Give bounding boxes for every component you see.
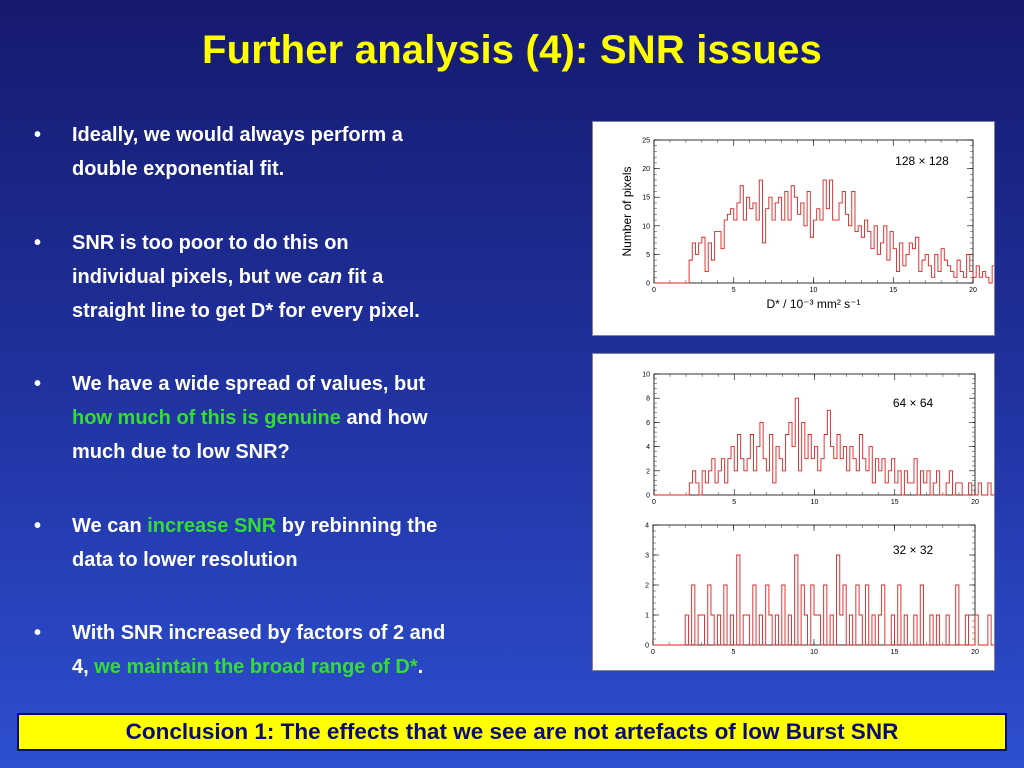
x-tick-label: 5 [732,287,736,294]
x-tick-label: 15 [891,649,899,656]
histogram-panel-lowres: 0 2 4 6 8 10 0 5 10 15 20 64 × 64 0 1 2 3 4 0 5 10 15 20 32 ×… [592,353,995,671]
bullet-text: We have a wide spread of values, but how … [72,367,562,469]
y-tick-label: 10 [642,223,650,230]
text-run: SNR is too poor to do this on [72,232,349,254]
highlight-text: how much of this is genuine [72,407,341,429]
bullet-dot-icon: • [34,622,42,644]
y-tick-label: 15 [642,195,650,202]
x-axis-label: D* / 10⁻³ mm² s⁻¹ [766,297,860,311]
x-tick-label: 10 [811,499,819,506]
histogram-128-chart: 0 5 10 15 20 25 0 5 10 15 20 128 × 128 D* / 10⁻³ mm²… [620,138,994,311]
text-run: fit a [342,266,384,288]
highlight-text: increase SNR [147,515,277,537]
y-axis-label: Number of pixels [620,166,634,256]
resolution-label: 64 × 64 [893,396,934,410]
bullet-line: data to lower resolution [72,543,562,577]
y-tick-label: 0 [646,281,650,288]
bullet-text: Ideally, we would always perform a double… [72,118,562,186]
slide-title: Further analysis (4): SNR issues [202,28,822,72]
histogram-panel-128: 0 5 10 15 20 25 0 5 10 15 20 128 × 128 D* / 10⁻³ mm²… [592,121,995,336]
y-tick-label: 5 [646,252,650,259]
x-tick-label: 5 [732,499,736,506]
text-run: data to lower resolution [72,549,298,571]
bullet-line: much due to low SNR? [72,435,562,469]
histogram-series [653,554,994,646]
bullet-text: With SNR increased by factors of 2 and 4,… [72,616,562,684]
bullet-line: how much of this is genuine and how [72,401,562,435]
bullet-text: We can increase SNR by rebinning the data… [72,509,562,577]
histogram-series [654,179,994,284]
bullet-line: individual pixels, but we can fit a [72,260,562,294]
text-run: We have a wide spread of values, but [72,373,426,395]
x-tick-label: 20 [971,499,979,506]
bullet-line: straight line to get D* for every pixel. [72,294,562,328]
text-run: by rebinning the [276,515,438,537]
histogram-series [654,397,994,496]
bullet-text: SNR is too poor to do this on individual … [72,226,562,328]
bullet-dot-icon: • [34,124,42,146]
text-run: Ideally, we would always perform a [72,124,403,146]
y-tick-label: 0 [645,643,649,650]
text-run: 4, [72,656,95,678]
y-tick-label: 3 [645,553,649,560]
y-tick-label: 0 [646,493,650,500]
y-tick-label: 4 [646,444,650,451]
histogram-32-chart: 0 1 2 3 4 0 5 10 15 20 32 × 32 [645,523,994,656]
text-run: double exponential fit. [72,158,285,180]
bullet-line: With SNR increased by factors of 2 and [72,616,562,650]
text-run: individual pixels, but we [72,266,308,288]
y-tick-label: 20 [642,166,650,173]
bullet-line: We have a wide spread of values, but [72,367,562,401]
x-tick-label: 0 [651,649,655,656]
bullet-line: Ideally, we would always perform a [72,118,562,152]
y-tick-label: 2 [645,583,649,590]
resolution-label: 32 × 32 [893,543,934,557]
histogram-64-chart: 0 2 4 6 8 10 0 5 10 15 20 64 × 64 [642,372,994,506]
x-tick-label: 0 [652,287,656,294]
text-run: can [307,266,343,288]
text-run: and how [340,407,428,429]
text-run: much due to low SNR? [72,441,290,463]
x-tick-label: 10 [810,287,818,294]
resolution-label: 128 × 128 [895,154,949,168]
x-tick-label: 15 [891,499,899,506]
bullet-dot-icon: • [34,232,42,254]
bullet-line: SNR is too poor to do this on [72,226,562,260]
text-run: We can [72,515,148,537]
y-tick-label: 4 [645,523,649,530]
text-run: straight line to get D* for every pixel. [72,300,420,322]
bullet-line: double exponential fit. [72,152,562,186]
text-run: With SNR increased by factors of 2 and [72,622,446,644]
highlight-text: we maintain the broad range of D* [94,656,418,678]
x-tick-label: 5 [732,649,736,656]
y-tick-label: 1 [645,613,649,620]
x-tick-label: 0 [652,499,656,506]
text-run: . [417,656,424,678]
x-tick-label: 20 [971,649,979,656]
y-tick-label: 8 [646,396,650,403]
x-tick-label: 20 [969,287,977,294]
x-tick-label: 15 [889,287,897,294]
bullet-line: We can increase SNR by rebinning the [72,509,562,543]
bullet-dot-icon: • [34,515,42,537]
y-tick-label: 10 [642,372,650,379]
y-tick-label: 2 [646,468,650,475]
bullet-line: 4, we maintain the broad range of D*. [72,650,562,684]
x-tick-label: 10 [810,649,818,656]
y-tick-label: 25 [642,138,650,145]
conclusion-box: Conclusion 1: The effects that we see ar… [17,713,1007,751]
y-tick-label: 6 [646,420,650,427]
bullet-dot-icon: • [34,373,42,395]
